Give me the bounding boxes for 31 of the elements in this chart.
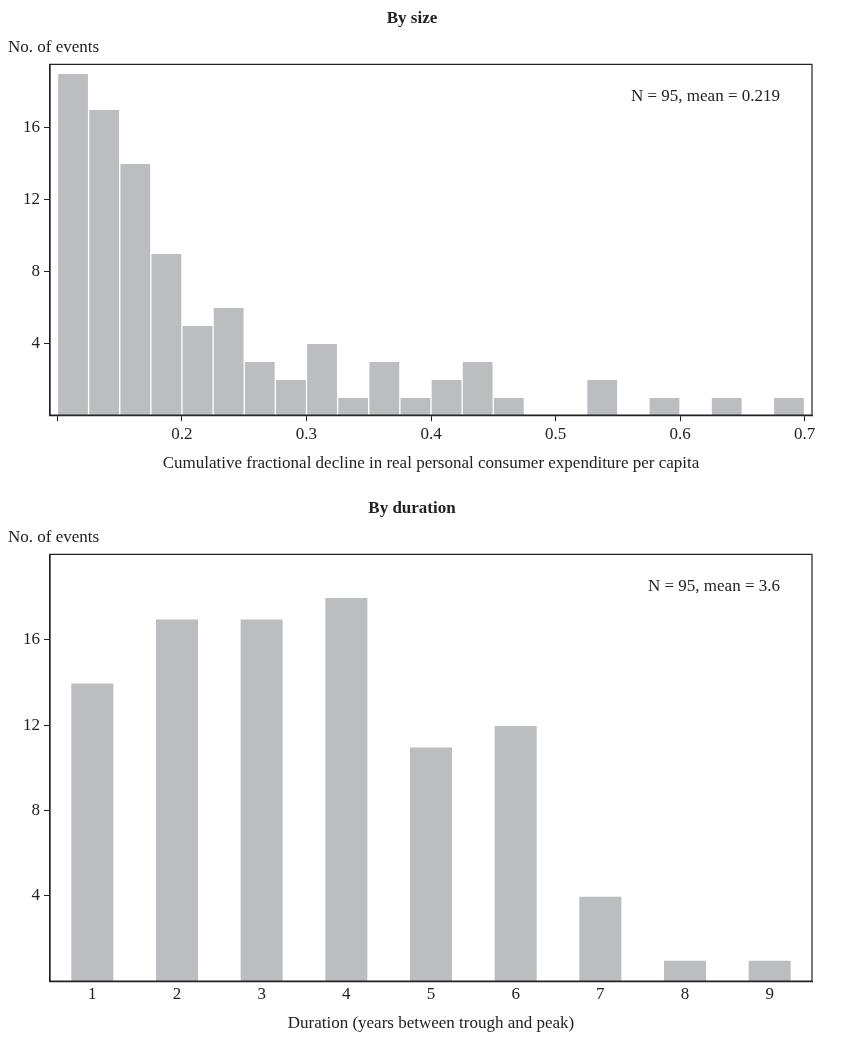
y-axis-title: No. of events [8,37,100,57]
x-tick-label: 1 [88,983,97,1003]
y-tick-label: 8 [31,260,40,280]
x-axis-title: Cumulative fractional decline in real personal consumer expenditure per capita [162,453,700,473]
x-tick-label: 2 [172,983,182,1003]
x-tick-label: 0.3 [295,423,318,443]
x-tick-label: 5 [426,983,436,1003]
x-tick-label: 0.2 [171,423,193,443]
annotation: N = 95, mean = 0.219 [630,86,780,106]
chart-title: By duration [368,497,457,517]
x-tick-label: 6 [511,983,520,1003]
annotation: N = 95, mean = 3.6 [647,576,780,596]
y-tick-label: 4 [31,885,41,905]
x-tick-label: 0.7 [793,423,816,443]
x-tick-label: 8 [680,983,690,1003]
x-tick-label: 3 [257,983,266,1003]
x-tick-label: 9 [765,983,774,1003]
y-tick-label: 12 [23,714,40,734]
y-tick-label: 16 [23,629,40,649]
y-tick-label: 12 [23,188,40,208]
y-tick-label: 8 [31,799,40,819]
y-tick-label: 4 [31,332,41,352]
y-tick-label: 16 [23,116,40,136]
y-axis-title: No. of events [8,527,100,547]
x-tick-label: 0.5 [544,423,567,443]
x-axis-title: Duration (years between trough and peak) [287,1013,575,1033]
x-tick-label: 0.6 [669,423,691,443]
x-tick-label: 7 [596,983,606,1003]
chart-title: By size [386,7,438,27]
x-tick-label: 4 [342,983,352,1003]
x-tick-label: 0.4 [420,423,443,443]
